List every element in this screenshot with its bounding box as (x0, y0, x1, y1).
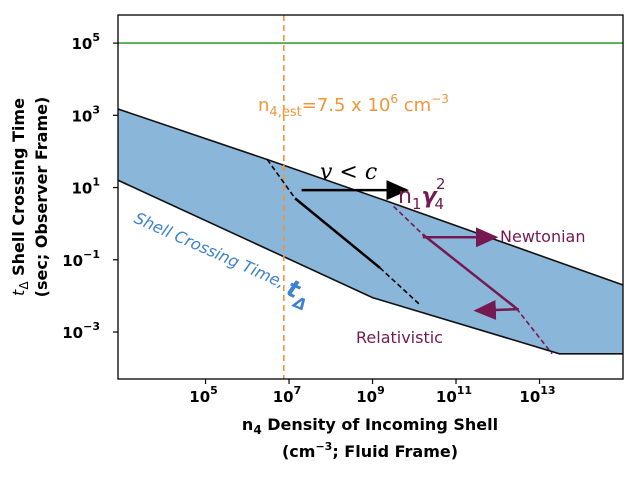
plot-area (118, 15, 623, 379)
annotation-relativistic: Relativistic (356, 328, 443, 347)
x-axis-title-line1: n4 Density of Incoming Shell (242, 415, 498, 437)
x-tick-label: 105 (189, 384, 218, 406)
annotation-vertical-label: n4,est=7.5 x 106 cm−3 (258, 92, 449, 120)
band-lower-edge (118, 179, 623, 355)
y-tick-label: 103 (71, 103, 100, 125)
plot-frame (117, 14, 624, 380)
relativistic-arrow (473, 299, 519, 320)
svg-text:(sec; Observer Frame): (sec; Observer Frame) (32, 97, 51, 298)
x-tick-label: 109 (356, 384, 385, 406)
axis-ticks: 105 107 109 1011 1013 105 103 101 10−1 10−3 (62, 31, 555, 406)
annotation-v-lt-c: v < c (320, 160, 377, 185)
svg-text:tΔ Shell Crossing Time: tΔ Shell Crossing Time (9, 98, 31, 296)
annotation-newtonian: Newtonian (500, 227, 586, 246)
n1-gamma-solid-line (422, 233, 518, 310)
y-tick-label: 10−3 (62, 320, 100, 342)
y-tick-label: 105 (71, 31, 100, 53)
y-tick-label: 101 (71, 176, 100, 198)
n1-gamma-dashed-start (393, 205, 424, 236)
v-lt-c-solid-line (294, 197, 381, 269)
x-axis-title-line2: (cm−3; Fluid Frame) (282, 440, 458, 461)
x-tick-label: 1011 (436, 384, 472, 406)
band-upper-edge (118, 108, 623, 286)
x-tick-label: 107 (273, 384, 302, 406)
y-tick-label: 10−1 (62, 248, 100, 270)
n1-gamma-dashed-end (515, 307, 553, 355)
y-axis-title: tΔ Shell Crossing Time (sec; Observer Fr… (9, 97, 51, 298)
x-tick-label: 1013 (519, 384, 555, 406)
v-lt-c-dashed-end (379, 267, 420, 305)
annotation-n1-gamma: n1γ42 (398, 175, 446, 213)
